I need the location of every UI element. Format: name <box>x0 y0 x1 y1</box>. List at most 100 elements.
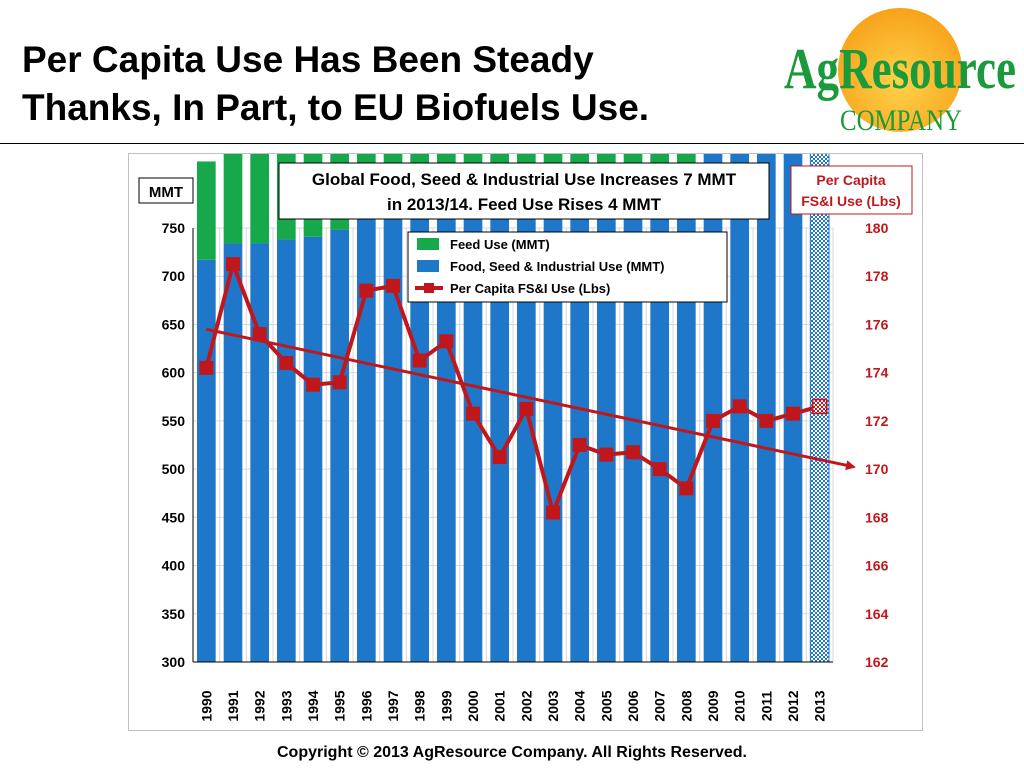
bar-fsi-1993 <box>277 239 296 662</box>
copyright-footer: Copyright © 2013 AgResource Company. All… <box>277 744 747 761</box>
chart-title-line2: in 2013/14. Feed Use Rises 4 MMT <box>387 195 662 214</box>
right-axis-label-line1: Per Capita <box>816 172 885 188</box>
x-tick-label-1993: 1993 <box>278 690 294 721</box>
bar-fsi-1991 <box>223 243 243 662</box>
chart-title-box: Global Food, Seed & Industrial Use Incre… <box>278 162 770 220</box>
bar-feed-1992 <box>250 154 269 244</box>
per-capita-point-1993 <box>279 356 294 371</box>
x-tick-label-2011: 2011 <box>758 691 774 722</box>
bar-fsi-2004 <box>570 183 589 662</box>
per-capita-point-2001 <box>492 450 507 465</box>
right-axis-label-line2: FS&I Use (Lbs) <box>801 193 901 209</box>
agresource-logo: AgResource COMPANY <box>784 8 1016 137</box>
x-tick-label-1994: 1994 <box>305 690 321 721</box>
per-capita-line <box>199 257 828 520</box>
left-axis-tick-label: 650 <box>162 316 186 332</box>
per-capita-point-2008 <box>679 481 694 496</box>
x-tick-label-2000: 2000 <box>465 690 481 721</box>
x-tick-label-1997: 1997 <box>385 690 401 721</box>
x-tick-label-2001: 2001 <box>492 690 508 721</box>
x-tick-label-1995: 1995 <box>332 690 348 721</box>
left-axis-tick-label: 450 <box>162 509 186 525</box>
per-capita-point-1996 <box>359 283 374 298</box>
x-tick-label-2006: 2006 <box>625 690 641 721</box>
per-capita-point-1994 <box>306 377 320 392</box>
per-capita-point-2012 <box>786 406 800 421</box>
logo-word: AgResource <box>784 36 1016 101</box>
per-capita-point-2005 <box>599 447 614 462</box>
bar-fsi-1990 <box>197 259 216 662</box>
bar-fsi-2003 <box>543 199 563 663</box>
bar-fsi-1999 <box>437 201 456 662</box>
per-capita-point-2007 <box>652 462 667 477</box>
legend-swatch-feed <box>417 238 439 250</box>
slide-title: Per Capita Use Has Been Steady Thanks, I… <box>22 36 762 132</box>
bar-feed-2008 <box>677 154 696 166</box>
logo-sun-icon <box>838 8 962 132</box>
per-capita-point-2010 <box>732 399 747 414</box>
chart-title-line1: Global Food, Seed & Industrial Use Incre… <box>312 170 737 189</box>
logo-sub: COMPANY <box>840 104 962 137</box>
bar-fsi-2001 <box>490 201 509 662</box>
per-capita-point-2000 <box>466 406 480 421</box>
trendline-arrow <box>206 327 856 471</box>
per-capita-point-1990 <box>199 360 214 375</box>
legend-label-fsi: Food, Seed & Industrial Use (MMT) <box>450 259 665 274</box>
bar-fsi-1994 <box>303 236 323 662</box>
x-tick-label-2013: 2013 <box>812 690 828 721</box>
left-axis-unit: MMT <box>149 184 183 201</box>
per-capita-point-1998 <box>412 353 427 368</box>
x-tick-label-2010: 2010 <box>732 690 748 721</box>
x-tick-label-1996: 1996 <box>358 690 374 721</box>
right-axis-tick-label: 170 <box>865 461 889 477</box>
legend-swatch-percapita-marker <box>424 283 434 293</box>
left-axis-tick-label: 400 <box>162 558 186 574</box>
bar-fsi-2000 <box>463 202 483 662</box>
x-tick-label-1999: 1999 <box>438 690 454 721</box>
x-tick-label-2003: 2003 <box>545 690 561 721</box>
per-capita-point-1991 <box>226 257 240 272</box>
bar-fsi-1998 <box>410 209 429 663</box>
bar-fsi-1997 <box>383 207 403 662</box>
per-capita-point-1999 <box>439 334 454 349</box>
right-axis-tick-label: 178 <box>865 268 889 284</box>
bar-fsi-1996 <box>357 214 376 662</box>
slide-title-line2: Thanks, In Part, to EU Biofuels Use. <box>22 87 650 128</box>
per-capita-point-2003 <box>546 505 560 520</box>
x-tick-label-1991: 1991 <box>225 690 241 721</box>
bar-feed-1991 <box>223 154 243 244</box>
left-axis-tick-label: 500 <box>162 461 186 477</box>
legend: Feed Use (MMT) Food, Seed & Industrial U… <box>407 231 728 303</box>
left-axis-tick-label: 350 <box>162 606 186 622</box>
legend-label-percapita: Per Capita FS&I Use (Lbs) <box>450 281 610 296</box>
x-tick-label-1998: 1998 <box>412 690 428 721</box>
x-tick-label-1992: 1992 <box>252 690 268 721</box>
bar-fsi-2009 <box>703 154 723 663</box>
right-axis-tick-label: 174 <box>865 365 889 381</box>
per-capita-point-2004 <box>572 438 587 452</box>
right-axis-tick-label: 172 <box>865 413 889 429</box>
per-capita-point-2006 <box>626 445 640 460</box>
left-axis-tick-label: 550 <box>162 413 186 429</box>
x-tick-label-2004: 2004 <box>572 690 588 721</box>
x-tick-label-1990: 1990 <box>198 690 214 721</box>
per-capita-point-2002 <box>519 401 534 416</box>
bar-feed-1990 <box>197 161 216 260</box>
axes: 300 350 400 450 500 550 600 650 700 750 162 164 166 1… <box>162 220 889 722</box>
title-divider <box>0 143 1024 144</box>
legend-label-feed: Feed Use (MMT) <box>450 237 550 252</box>
right-axis-label-box: Per Capita FS&I Use (Lbs) <box>790 165 913 215</box>
per-capita-point-1997 <box>386 278 400 293</box>
per-capita-point-2011 <box>759 413 774 428</box>
per-capita-point-1992 <box>252 327 267 342</box>
bar-fsi-2002 <box>517 191 536 662</box>
x-tick-label-2012: 2012 <box>785 690 801 721</box>
x-tick-label-2007: 2007 <box>652 690 668 721</box>
left-axis-tick-label: 700 <box>162 268 186 284</box>
x-tick-label-2009: 2009 <box>705 690 721 721</box>
legend-swatch-fsi <box>417 260 439 272</box>
left-axis-tick-label: 600 <box>162 365 186 381</box>
left-axis-tick-label: 750 <box>162 220 186 236</box>
bar-fsi-1992 <box>250 243 269 662</box>
bar-fsi-2011 <box>757 154 776 662</box>
